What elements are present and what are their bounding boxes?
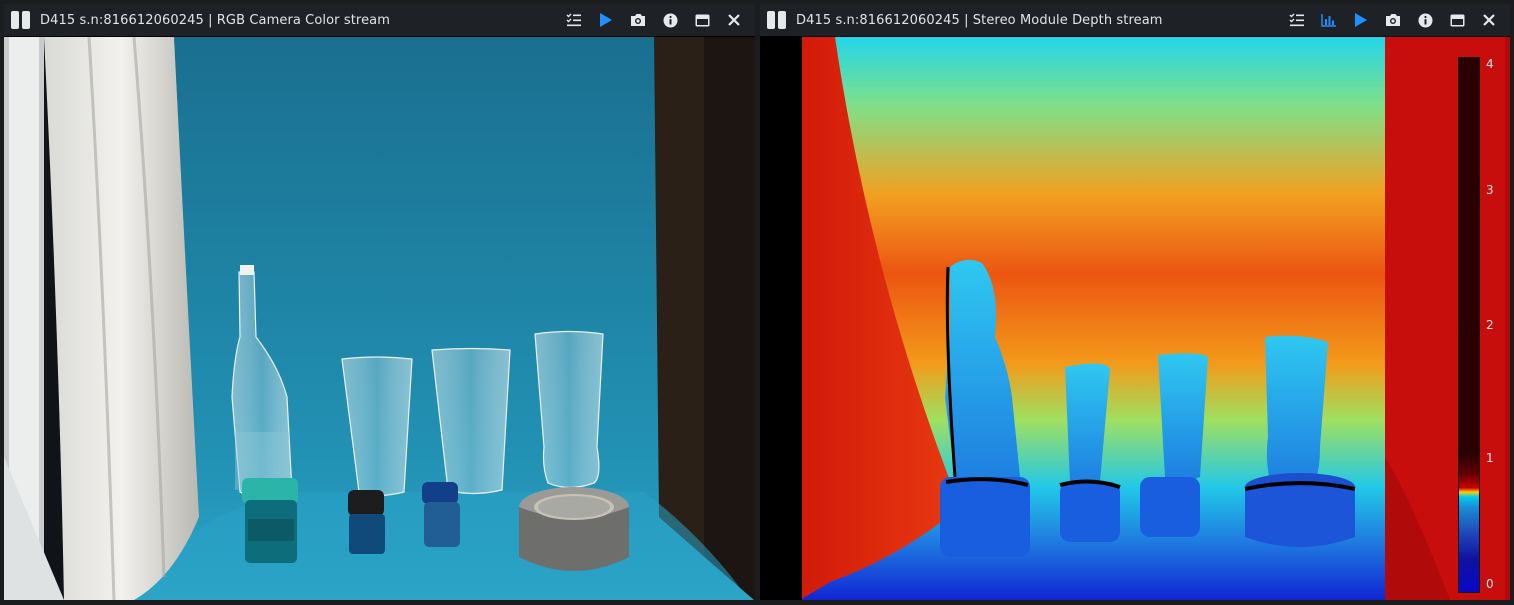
stream-toolbar [558, 4, 750, 36]
stream-title: D415 s.n:816612060245 | Stereo Module De… [796, 12, 1163, 28]
depth-video-frame[interactable]: 4 3 2 1 0 [760, 37, 1510, 600]
snapshot-button[interactable] [622, 4, 654, 36]
colorbar-tick-label: 2 [1486, 318, 1494, 332]
depth-colormap-gradient [1458, 57, 1480, 593]
stream-title: D415 s.n:816612060245 | RGB Camera Color… [40, 12, 391, 28]
colorbar-tick-label: 3 [1486, 183, 1494, 197]
options-icon [1289, 13, 1304, 27]
maximize-button[interactable] [1441, 4, 1473, 36]
info-button[interactable] [654, 4, 686, 36]
colorbar-tick-label: 1 [1486, 451, 1494, 465]
close-icon [1483, 14, 1495, 26]
stream-toolbar [1281, 4, 1505, 36]
depth-frame-image [760, 37, 1510, 600]
rgb-frame-image [4, 37, 755, 600]
maximize-button[interactable] [686, 4, 718, 36]
rgb-video-frame[interactable] [4, 37, 755, 600]
depth-stream-panel: D415 s.n:816612060245 | Stereo Module De… [760, 4, 1510, 600]
camera-icon [1386, 14, 1400, 26]
camera-icon [631, 14, 645, 26]
close-icon [728, 14, 740, 26]
play-button[interactable] [590, 4, 622, 36]
options-icon [566, 13, 581, 27]
play-icon [600, 13, 612, 27]
stream-titlebar: D415 s.n:816612060245 | RGB Camera Color… [4, 4, 755, 36]
stream-pause-icon[interactable] [10, 9, 32, 31]
snapshot-button[interactable] [1377, 4, 1409, 36]
histogram-button[interactable] [1313, 4, 1345, 36]
options-button[interactable] [1281, 4, 1313, 36]
options-button[interactable] [558, 4, 590, 36]
depth-colorbar: 4 3 2 1 0 [1458, 57, 1506, 593]
colorbar-tick-label: 4 [1486, 57, 1494, 71]
info-icon [1418, 13, 1432, 27]
play-button[interactable] [1345, 4, 1377, 36]
maximize-icon [695, 14, 709, 26]
stream-titlebar: D415 s.n:816612060245 | Stereo Module De… [760, 4, 1510, 36]
rgb-color-stream-panel: D415 s.n:816612060245 | RGB Camera Color… [4, 4, 755, 600]
maximize-icon [1450, 14, 1464, 26]
close-button[interactable] [718, 4, 750, 36]
colorbar-tick-label: 0 [1486, 577, 1494, 591]
close-button[interactable] [1473, 4, 1505, 36]
histogram-icon [1321, 14, 1336, 27]
info-button[interactable] [1409, 4, 1441, 36]
info-icon [663, 13, 677, 27]
play-icon [1355, 13, 1367, 27]
stream-pause-icon[interactable] [766, 9, 788, 31]
